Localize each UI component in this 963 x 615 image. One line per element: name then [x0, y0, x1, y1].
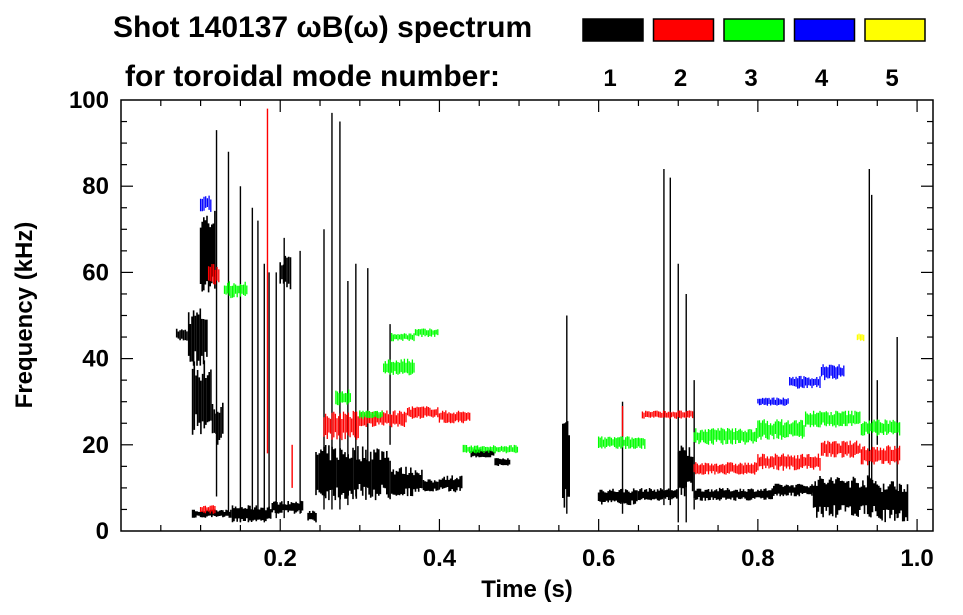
y-tick-label: 0 — [96, 518, 109, 545]
series-n=2 — [199, 108, 901, 514]
x-tick-label: 0.4 — [423, 545, 457, 572]
legend-label-3: 3 — [744, 65, 757, 92]
y-tick-label: 60 — [82, 259, 109, 286]
mark-n=1-segment-0 — [175, 328, 188, 341]
legend: 1 2 3 4 5 — [582, 18, 926, 92]
mark-n=2-segment-9 — [860, 445, 901, 466]
mark-n=4-segment-0 — [199, 195, 212, 212]
mark-n=1-segment-17 — [597, 488, 638, 506]
mark-n=2-segment-8 — [820, 440, 861, 458]
legend-swatch-3 — [723, 18, 785, 42]
legend-label-2: 2 — [674, 65, 687, 92]
mark-n=2-segment-4 — [438, 410, 471, 424]
mark-n=4-segment-2 — [789, 375, 821, 389]
mark-n=3-segment-1 — [391, 333, 415, 342]
mark-n=2-segment-7 — [757, 453, 821, 471]
mark-n=2-segment-1 — [323, 410, 359, 441]
x-axis-label: Time (s) — [481, 576, 573, 603]
series-n=4 — [199, 195, 845, 406]
data-marks — [175, 108, 909, 523]
y-tick-label: 20 — [82, 432, 109, 459]
mark-n=1-segment-11 — [390, 466, 423, 497]
mark-n=3-segment-2 — [414, 328, 439, 337]
mark-n=2-segment-10 — [199, 505, 216, 514]
mark-n=3-segment-0 — [335, 389, 351, 406]
mark-n=2-segment-5 — [641, 410, 694, 419]
mark-n=3-segment-8 — [804, 410, 861, 428]
mark-n=4-segment-1 — [757, 397, 789, 406]
mark-n=3-segment-10 — [462, 444, 519, 454]
mark-n=1-segment-12 — [422, 479, 439, 492]
plot-frame — [120, 99, 934, 532]
mark-n=1-segment-2 — [191, 360, 212, 435]
mark-n=3-segment-5 — [597, 436, 646, 449]
mark-n=3-segment-4 — [359, 410, 383, 419]
mark-n=3-segment-6 — [693, 427, 757, 445]
mark-n=1-segment-7 — [271, 500, 304, 514]
x-tick-label: 1.0 — [900, 545, 933, 572]
mark-n=1-segment-23 — [876, 481, 909, 523]
mark-n=1-segment-20 — [693, 487, 773, 501]
y-axis-label: Frequency (kHz) — [11, 222, 38, 409]
legend-label-4: 4 — [815, 65, 829, 92]
x-tick-label: 0.6 — [582, 545, 615, 572]
mark-n=5-segment-0 — [856, 333, 865, 342]
legend-label-1: 1 — [603, 65, 616, 92]
legend-label-5: 5 — [885, 65, 898, 92]
title-line-1: Shot 140137 ωB(ω) spectrum — [113, 11, 532, 44]
title-group: Shot 140137 ωB(ω) spectrum for toroidal … — [113, 11, 532, 93]
mark-n=2-segment-3 — [406, 406, 439, 419]
series-n=5 — [856, 333, 865, 342]
x-tick-label: 0.2 — [264, 545, 297, 572]
title-line-2: for toroidal mode number: — [125, 60, 500, 93]
tick-labels: 0.2 0.4 0.6 0.8 1.0 0 20 40 60 80 100 — [69, 87, 934, 572]
x-tick-label: 0.8 — [741, 545, 774, 572]
mark-n=1-segment-3 — [199, 210, 216, 293]
mark-n=1-segment-15 — [494, 458, 511, 466]
mark-n=1-segment-10 — [315, 445, 391, 501]
legend-swatch-5 — [864, 18, 926, 42]
legend-swatch-1 — [582, 18, 644, 42]
mark-n=1-segment-16 — [562, 421, 570, 508]
series-n=1 — [175, 112, 909, 523]
mark-n=2-segment-6 — [693, 462, 757, 475]
series-n=3 — [223, 281, 901, 454]
mark-n=1-segment-8 — [307, 510, 317, 523]
mark-n=1-segment-1 — [187, 308, 208, 366]
legend-swatch-2 — [652, 18, 715, 42]
mark-n=4-segment-3 — [820, 364, 845, 381]
mark-n=2-segment-0 — [207, 264, 220, 285]
mark-n=3-segment-3 — [383, 358, 415, 376]
mark-n=1-segment-13 — [438, 475, 463, 493]
mark-n=3-segment-9 — [860, 419, 901, 436]
mark-n=1-segment-22 — [812, 475, 877, 518]
mark-n=3-segment-7 — [757, 419, 805, 440]
y-tick-label: 40 — [82, 346, 109, 373]
mark-n=3-segment-11 — [223, 281, 248, 299]
y-tick-label: 100 — [69, 87, 109, 114]
mark-n=1-segment-9 — [279, 255, 292, 290]
mark-n=1-segment-4 — [211, 402, 224, 445]
mark-n=1-segment-19 — [677, 445, 694, 497]
mark-n=1-segment-14 — [470, 449, 495, 458]
legend-swatch-4 — [793, 18, 856, 42]
y-tick-label: 80 — [82, 173, 109, 200]
axis-ticks — [121, 100, 933, 531]
